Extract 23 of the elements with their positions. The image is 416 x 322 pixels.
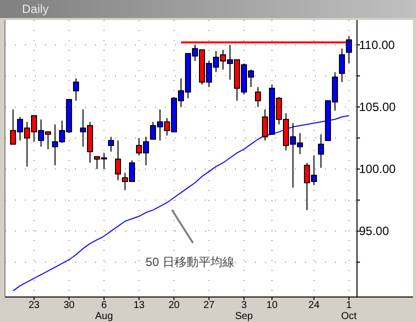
candlestick bbox=[338, 48, 345, 83]
chart-title: Daily bbox=[22, 2, 49, 16]
candlestick bbox=[73, 78, 80, 102]
y-tick-label: 105.00 bbox=[359, 100, 396, 114]
candlestick bbox=[254, 86, 261, 108]
x-tick-label: 13 bbox=[133, 300, 146, 311]
x-tick-label: 24 bbox=[308, 300, 320, 311]
candlestick bbox=[318, 134, 324, 168]
x-tick-label: 30 bbox=[63, 300, 76, 311]
candlestick bbox=[115, 140, 122, 181]
annotation: 50 日移動平均線 bbox=[146, 255, 234, 269]
y-tick-label: 110.00 bbox=[359, 38, 396, 52]
y-tick-label: 95.00 bbox=[359, 224, 390, 238]
x-tick-label: 6 Aug bbox=[95, 300, 113, 322]
x-tick-label: 20 bbox=[168, 300, 180, 311]
y-tick-label: 100.00 bbox=[359, 162, 396, 176]
x-tick-label: 27 bbox=[203, 300, 215, 311]
candlestick bbox=[346, 36, 352, 64]
candlestick bbox=[108, 136, 114, 152]
x-tick-label: 10 bbox=[266, 300, 278, 311]
x-tick-label: 23 bbox=[28, 300, 40, 311]
x-tick-label: 1 Oct bbox=[341, 300, 357, 322]
x-tick-label: 3 Sep bbox=[235, 300, 254, 322]
